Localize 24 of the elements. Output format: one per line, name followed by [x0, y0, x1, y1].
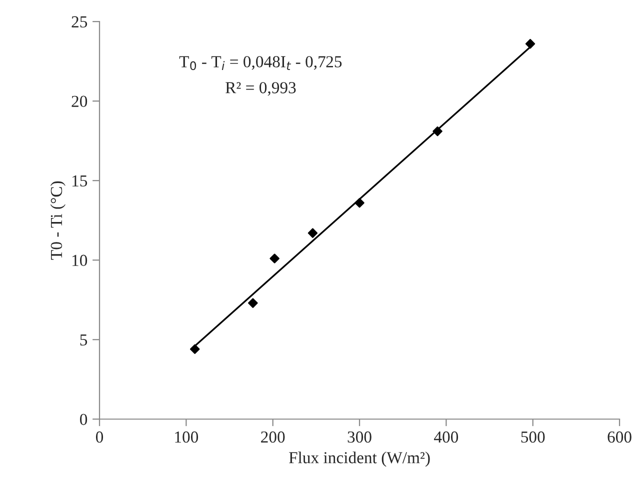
- y-tick-label: 0: [80, 414, 88, 426]
- point: [248, 298, 258, 308]
- point: [525, 38, 536, 49]
- x-tick-label: 0: [96, 431, 104, 443]
- point: [190, 344, 200, 354]
- y-tick-label: 15: [72, 175, 88, 187]
- x-tick-label: 300: [348, 431, 372, 443]
- x-axis-title: Flux incident (W/m²): [288, 452, 430, 467]
- point: [354, 198, 364, 208]
- point: [308, 228, 318, 238]
- point: [432, 126, 442, 136]
- y-tick-label: 5: [80, 334, 88, 346]
- x-tick-label: 500: [521, 431, 545, 443]
- y-axis-title: T0 - Ti (°C): [50, 181, 66, 260]
- y-tick-label: 10: [72, 254, 88, 266]
- annotation: R² = 0,993: [226, 82, 296, 96]
- annotation: T$_{0}$ - T$_{i}$ = 0,048I$_{t}$ - 0,725: [179, 56, 342, 70]
- y-tick-label: 20: [72, 96, 88, 108]
- point: [270, 254, 280, 264]
- x-tick-label: 100: [175, 431, 198, 443]
- x-tick-label: 400: [434, 431, 458, 443]
- x-tick-label: 600: [608, 431, 632, 443]
- y-tick-label: 25: [72, 16, 88, 28]
- x-tick-label: 200: [261, 431, 285, 443]
